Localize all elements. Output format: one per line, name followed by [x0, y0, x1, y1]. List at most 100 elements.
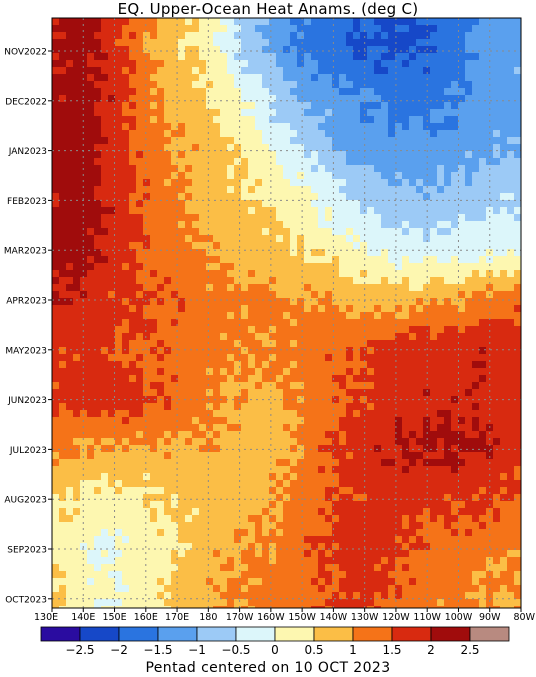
heatmap-cell [374, 452, 382, 460]
heatmap-cell [500, 186, 508, 194]
heatmap-cell [465, 529, 473, 537]
heatmap-cell [241, 291, 249, 299]
heatmap-cell [220, 312, 228, 320]
heatmap-cell [108, 508, 116, 516]
heatmap-cell [164, 235, 172, 243]
heatmap-cell [213, 445, 221, 453]
heatmap-cell [227, 221, 235, 229]
heatmap-cell [101, 515, 109, 523]
heatmap-cell [360, 144, 368, 152]
heatmap-cell [493, 403, 501, 411]
heatmap-cell [283, 270, 291, 278]
heatmap-cell [122, 137, 130, 145]
heatmap-cell [171, 235, 179, 243]
heatmap-cell [206, 137, 214, 145]
heatmap-cell [451, 382, 459, 390]
heatmap-cell [248, 466, 256, 474]
heatmap-cell [514, 340, 522, 348]
heatmap-cell [332, 494, 340, 502]
heatmap-cell [311, 235, 319, 243]
heatmap-cell [108, 242, 116, 250]
heatmap-cell [150, 81, 158, 89]
heatmap-cell [493, 109, 501, 117]
heatmap-cell [66, 186, 74, 194]
heatmap-cell [395, 249, 403, 257]
heatmap-cell [283, 410, 291, 418]
heatmap-cell [206, 410, 214, 418]
heatmap-cell [332, 263, 340, 271]
heatmap-cell [66, 179, 74, 187]
heatmap-cell [213, 67, 221, 75]
heatmap-cell [283, 445, 291, 453]
heatmap-cell [73, 249, 81, 257]
heatmap-cell [444, 186, 452, 194]
heatmap-cell [360, 452, 368, 460]
heatmap-cell [241, 207, 249, 215]
heatmap-cell [409, 354, 417, 362]
heatmap-cell [192, 438, 200, 446]
heatmap-cell [157, 228, 165, 236]
heatmap-cell [430, 515, 438, 523]
heatmap-cell [388, 53, 396, 61]
heatmap-cell [143, 228, 151, 236]
heatmap-cell [227, 18, 235, 26]
heatmap-cell [248, 207, 256, 215]
heatmap-cell [325, 221, 333, 229]
heatmap-cell [94, 354, 102, 362]
heatmap-cell [507, 284, 515, 292]
heatmap-cell [101, 312, 109, 320]
heatmap-cell [479, 389, 487, 397]
heatmap-cell [241, 522, 249, 530]
heatmap-cell [409, 445, 417, 453]
heatmap-cell [297, 522, 305, 530]
heatmap-cell [192, 284, 200, 292]
heatmap-cell [423, 494, 431, 502]
heatmap-cell [262, 81, 270, 89]
heatmap-cell [465, 60, 473, 68]
heatmap-cell [108, 291, 116, 299]
heatmap-cell [353, 53, 361, 61]
heatmap-cell [332, 452, 340, 460]
heatmap-cell [234, 396, 242, 404]
heatmap-cell [143, 515, 151, 523]
heatmap-cell [199, 305, 207, 313]
heatmap-cell [346, 137, 354, 145]
heatmap-cell [171, 81, 179, 89]
heatmap-cell [472, 249, 480, 257]
heatmap-cell [122, 284, 130, 292]
heatmap-cell [423, 242, 431, 250]
heatmap-cell [269, 487, 277, 495]
heatmap-cell [101, 130, 109, 138]
heatmap-cell [381, 116, 389, 124]
heatmap-cell [115, 410, 123, 418]
heatmap-cell [486, 515, 494, 523]
heatmap-cell [332, 214, 340, 222]
heatmap-cell [493, 361, 501, 369]
heatmap-cell [283, 186, 291, 194]
heatmap-cell [444, 452, 452, 460]
heatmap-cell [318, 515, 326, 523]
heatmap-cell [101, 438, 109, 446]
heatmap-cell [374, 354, 382, 362]
heatmap-cell [241, 242, 249, 250]
heatmap-cell [283, 340, 291, 348]
heatmap-cell [234, 438, 242, 446]
heatmap-cell [276, 501, 284, 509]
heatmap-cell [458, 151, 466, 159]
heatmap-cell [59, 144, 67, 152]
heatmap-cell [451, 424, 459, 432]
heatmap-cell [115, 424, 123, 432]
heatmap-cell [360, 508, 368, 516]
heatmap-cell [115, 347, 123, 355]
heatmap-cell [507, 319, 515, 327]
heatmap-cell [388, 193, 396, 201]
heatmap-cell [248, 522, 256, 530]
heatmap-cell [360, 326, 368, 334]
heatmap-cell [388, 312, 396, 320]
heatmap-cell [269, 207, 277, 215]
heatmap-cell [276, 529, 284, 537]
heatmap-cell [143, 487, 151, 495]
heatmap-cell [52, 179, 60, 187]
heatmap-cell [59, 515, 67, 523]
heatmap-cell [402, 361, 410, 369]
